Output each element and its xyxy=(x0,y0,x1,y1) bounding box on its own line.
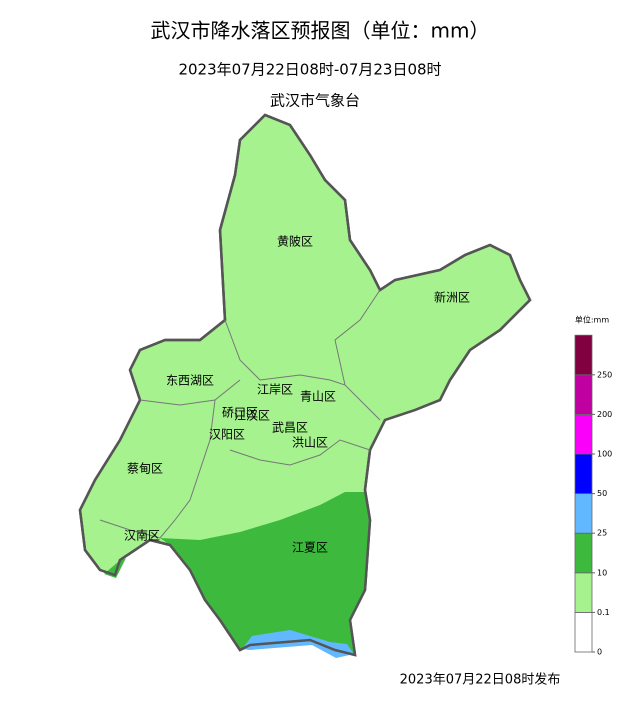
legend-tick-label: 200 xyxy=(597,410,612,419)
district-border xyxy=(139,379,241,406)
legend-box xyxy=(574,453,593,494)
map-outline xyxy=(78,113,532,657)
district-label: 洪山区 xyxy=(292,436,328,450)
district-label: 汉阳区 xyxy=(209,428,245,442)
district-border xyxy=(99,519,161,539)
legend-tick-label: 0 xyxy=(597,648,602,657)
district-border xyxy=(229,439,371,466)
legend-tick-label: 10 xyxy=(597,568,607,577)
legend-box xyxy=(574,334,593,376)
legend-unit: 单位:mm xyxy=(575,315,609,325)
district-label: 硚口区 xyxy=(222,406,258,420)
district-label: 蔡甸区 xyxy=(127,462,163,476)
legend-tick-label: 250 xyxy=(597,370,612,379)
district-label: 江汉区 xyxy=(234,409,270,423)
legend-tick-label: 50 xyxy=(597,489,607,498)
district-border xyxy=(159,399,216,539)
legend-tick-label: 25 xyxy=(597,529,607,538)
title: 武汉市降水落区预报图（单位：mm） xyxy=(151,19,490,43)
footer: 2023年07月22日08时发布 xyxy=(400,672,561,688)
district-label: 武昌区 xyxy=(272,421,308,435)
district-label: 新洲区 xyxy=(434,290,470,305)
legend-box xyxy=(574,612,593,653)
district-label: 江岸区 xyxy=(257,383,293,397)
district-label: 东西湖区 xyxy=(166,373,214,388)
issuer: 武汉市气象台 xyxy=(270,92,360,110)
subtitle: 2023年07月22日08时-07月23日08时 xyxy=(178,61,441,79)
legend-box xyxy=(574,493,593,534)
area-green xyxy=(160,492,370,655)
legend-box xyxy=(574,572,593,613)
legend-box xyxy=(574,413,593,455)
district-label: 黄陂区 xyxy=(277,234,313,249)
legend-tick-label: 100 xyxy=(597,450,612,459)
legend-tick-label: 0.1 xyxy=(597,608,610,617)
legend-box xyxy=(574,532,593,574)
district-label: 青山区 xyxy=(300,390,336,404)
district-label: 江夏区 xyxy=(292,541,328,555)
area-blue xyxy=(242,630,354,658)
district-label: 汉南区 xyxy=(124,528,160,543)
legend-box xyxy=(574,374,593,415)
district-border xyxy=(334,289,381,386)
